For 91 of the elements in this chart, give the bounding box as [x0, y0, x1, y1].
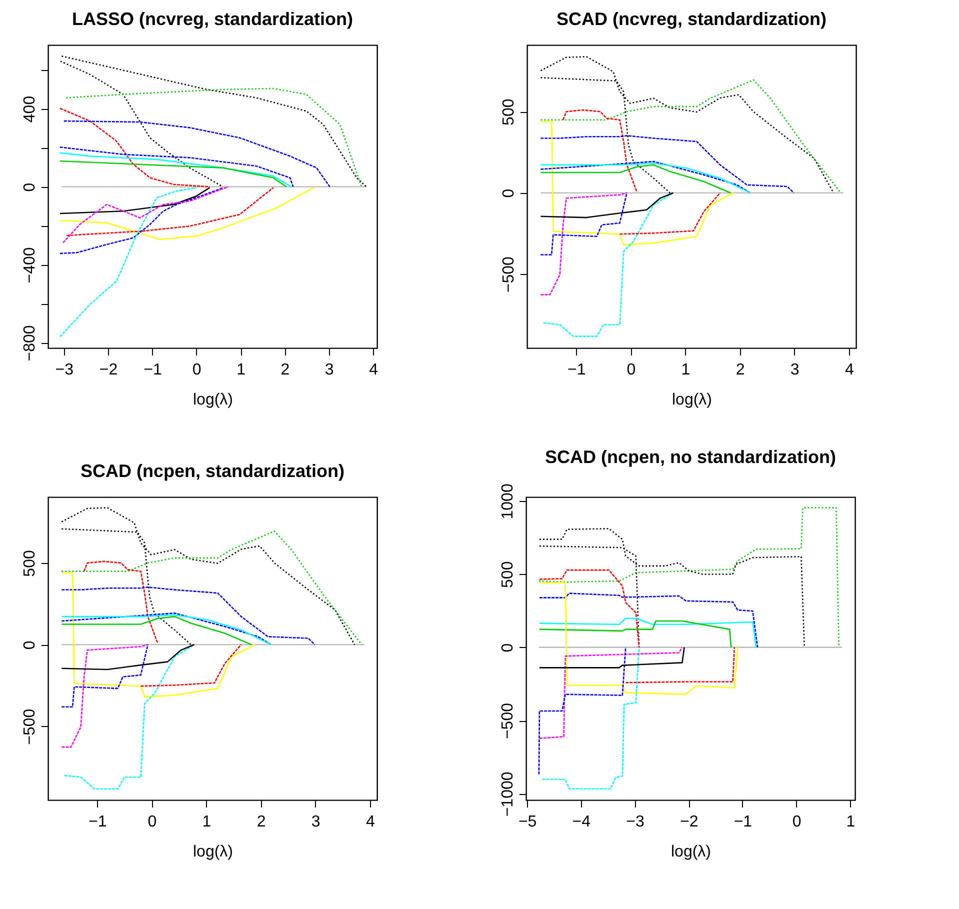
line-series	[140, 644, 242, 687]
line-series	[60, 572, 256, 698]
line-series	[538, 646, 683, 740]
line-series	[61, 55, 368, 188]
x-axis-title: log(λ)	[670, 844, 712, 860]
x-tick-label: 4	[844, 362, 854, 378]
x-tick-label: 0	[148, 814, 157, 830]
line-series	[60, 644, 148, 708]
line-series	[59, 160, 288, 188]
y-tick-label: −500	[22, 708, 38, 745]
x-tick-label: 4	[369, 362, 378, 378]
line-series	[538, 646, 685, 668]
line-series	[59, 187, 224, 254]
y-tick-label: −1000	[500, 772, 516, 817]
line-series	[542, 646, 640, 790]
x-tick-label: 3	[790, 362, 800, 378]
chart-title: SCAD (ncpen, standardization)	[80, 461, 345, 481]
x-tick-label: −3	[626, 814, 644, 830]
x-tick-label: −5	[518, 814, 537, 830]
x-axis-title: log(λ)	[192, 392, 234, 408]
x-tick-label: −1	[567, 362, 586, 378]
x-tick-label: 1	[846, 814, 856, 830]
y-tick-label: 0	[22, 640, 38, 650]
y-tick-label: 0	[500, 188, 518, 198]
line-series	[538, 592, 758, 648]
chart-title: SCAD (ncvreg, standardization)	[556, 9, 827, 29]
line-series	[538, 582, 738, 695]
line-series	[60, 586, 316, 646]
y-tick-label: 0	[500, 643, 516, 652]
x-tick-label: 0	[192, 362, 202, 378]
line-series	[62, 186, 229, 244]
x-axis-title: log(λ)	[672, 392, 712, 408]
x-axis-title: log(λ)	[192, 844, 234, 860]
x-tick-label: 2	[256, 814, 266, 830]
line-series	[59, 108, 210, 188]
line-series	[60, 530, 362, 646]
x-tick-label: −1	[144, 362, 162, 378]
line-series	[540, 120, 734, 246]
line-series	[63, 120, 330, 188]
line-series	[59, 187, 210, 214]
x-tick-label: 3	[324, 362, 334, 378]
line-series	[60, 644, 148, 748]
y-tick-label: 1000	[500, 484, 516, 520]
x-tick-label: 2	[736, 362, 745, 378]
line-series	[60, 60, 224, 188]
y-tick-label: 500	[500, 98, 518, 126]
line-series	[538, 528, 806, 648]
line-series	[59, 187, 198, 338]
x-tick-label: −1	[734, 814, 752, 830]
line-series	[540, 135, 794, 194]
line-series	[538, 620, 732, 648]
x-tick-label: −2	[680, 814, 698, 830]
x-tick-label: 1	[202, 814, 212, 830]
x-tick-label: −2	[99, 362, 118, 378]
line-series	[66, 187, 274, 236]
y-tick-label: 400	[22, 96, 38, 123]
x-tick-label: −3	[55, 362, 74, 378]
line-series	[540, 56, 834, 194]
line-series	[83, 560, 158, 644]
y-tick-label: 0	[22, 182, 38, 192]
line-series	[540, 192, 628, 256]
y-tick-label: −400	[22, 247, 38, 284]
x-tick-label: 1	[681, 362, 690, 378]
line-series	[542, 192, 674, 337]
line-series	[64, 644, 195, 790]
x-tick-label: −4	[572, 814, 591, 830]
line-series	[619, 192, 721, 235]
x-tick-label: 2	[280, 362, 290, 378]
x-tick-label: 0	[792, 814, 802, 830]
line-series	[538, 618, 757, 648]
line-series	[538, 646, 626, 776]
y-tick-label: −500	[500, 256, 518, 293]
line-series	[538, 569, 640, 648]
x-tick-label: 1	[236, 362, 246, 378]
line-series	[59, 187, 314, 240]
line-series	[540, 79, 842, 194]
line-series	[562, 109, 638, 192]
chart-title: SCAD (ncpen, no standardization)	[544, 447, 836, 468]
line-series	[60, 507, 356, 646]
y-tick-label: −800	[22, 325, 38, 362]
line-series	[538, 507, 840, 648]
x-tick-label: 4	[366, 814, 375, 830]
line-series	[540, 192, 628, 296]
y-tick-label: 500	[500, 561, 516, 588]
x-tick-label: 0	[626, 362, 636, 378]
x-tick-label: −1	[88, 814, 107, 830]
chart-title: LASSO (ncvreg, standardization)	[72, 9, 354, 29]
y-tick-label: −500	[500, 702, 516, 740]
x-tick-label: 3	[311, 814, 320, 830]
line-series	[65, 88, 362, 188]
y-tick-label: 500	[22, 550, 38, 577]
